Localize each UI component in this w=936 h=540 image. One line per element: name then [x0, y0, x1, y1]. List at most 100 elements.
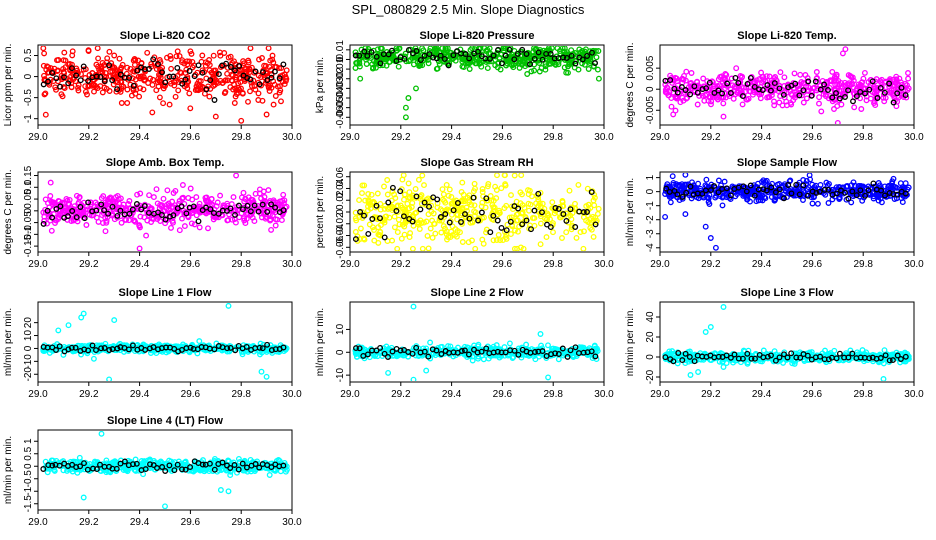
data-point [759, 87, 766, 93]
data-point [859, 197, 866, 204]
data-point [421, 52, 428, 59]
data-point [682, 173, 689, 178]
data-point [808, 92, 815, 99]
data-point [549, 199, 556, 206]
data-point [393, 208, 400, 214]
data-point [176, 53, 183, 60]
data-point [431, 220, 438, 227]
data-point [162, 82, 169, 89]
data-point [514, 50, 521, 57]
data-point [106, 376, 113, 381]
x-tick-label: 29.2 [391, 389, 411, 400]
data-point [454, 48, 461, 55]
panel-3: Slope Li-820 Temp.29.0 29.2 29.4 29.6 29.8 30… [625, 30, 924, 143]
data-point [211, 346, 218, 353]
data-point [59, 93, 66, 100]
data-point [69, 208, 76, 214]
data-point [670, 76, 677, 83]
data-point [531, 55, 538, 62]
x-tick-label: 29.2 [391, 132, 411, 143]
x-tick-label: 29.2 [79, 259, 99, 270]
data-point [561, 64, 568, 71]
data-point [800, 87, 807, 94]
data-point [98, 63, 105, 70]
data-point [245, 98, 251, 105]
data-point [102, 70, 109, 76]
data-point [255, 208, 262, 215]
data-point [700, 75, 707, 82]
data-point [264, 77, 271, 84]
data-point [142, 68, 149, 75]
x-tick-label: 29.4 [130, 389, 150, 400]
data-point [831, 106, 837, 112]
data-point [588, 189, 595, 196]
data-point [771, 102, 778, 109]
data-point [572, 224, 579, 230]
data-point [80, 63, 87, 70]
data-point [66, 60, 73, 67]
data-point [894, 191, 901, 198]
data-point [862, 90, 868, 97]
data-point [49, 214, 56, 221]
data-point [532, 349, 538, 355]
data-point [417, 206, 424, 213]
data-point [515, 228, 521, 235]
data-point [393, 58, 400, 64]
data-point [552, 205, 559, 211]
data-point [184, 61, 191, 68]
data-point [195, 62, 202, 69]
data-point [886, 80, 893, 87]
data-point [715, 177, 722, 184]
data-point [537, 331, 544, 337]
data-point [777, 69, 784, 76]
data-point [413, 193, 420, 200]
data-point [845, 72, 852, 79]
data-point [583, 217, 590, 224]
data-point [524, 71, 531, 77]
data-point [902, 92, 909, 99]
data-point [459, 239, 466, 245]
data-point [137, 213, 144, 220]
data-point [517, 200, 524, 207]
data-point [375, 239, 382, 246]
data-point [406, 189, 413, 196]
data-point [772, 196, 779, 203]
data-point [42, 111, 49, 118]
data-point [40, 46, 47, 52]
y-tick-label: -0.005 [645, 96, 656, 125]
data-point [711, 183, 718, 190]
data-point [733, 65, 740, 72]
data-point [186, 90, 193, 97]
data-point [818, 108, 825, 115]
data-point [389, 184, 396, 191]
data-point [502, 52, 509, 59]
data-point [712, 194, 719, 201]
data-point [850, 84, 857, 91]
data-point [497, 237, 504, 244]
data-point [385, 199, 392, 206]
data-point [374, 190, 381, 197]
data-point [352, 236, 359, 243]
data-point [196, 224, 203, 231]
data-point [545, 61, 552, 67]
data-point [551, 55, 558, 62]
data-point [514, 245, 521, 251]
data-point [280, 200, 287, 206]
data-point [137, 85, 144, 92]
data-point [409, 245, 416, 251]
data-point [719, 202, 726, 209]
data-point [478, 209, 485, 216]
data-point [791, 70, 798, 77]
data-point [800, 177, 807, 183]
data-point [869, 78, 876, 85]
data-point [437, 214, 444, 220]
data-point [537, 220, 544, 227]
data-point [256, 81, 263, 88]
data-point [845, 87, 852, 94]
x-tick-label: 29.0 [650, 389, 670, 400]
data-point [781, 195, 787, 202]
data-point [97, 74, 104, 80]
data-point [519, 46, 526, 53]
data-point [579, 47, 586, 54]
